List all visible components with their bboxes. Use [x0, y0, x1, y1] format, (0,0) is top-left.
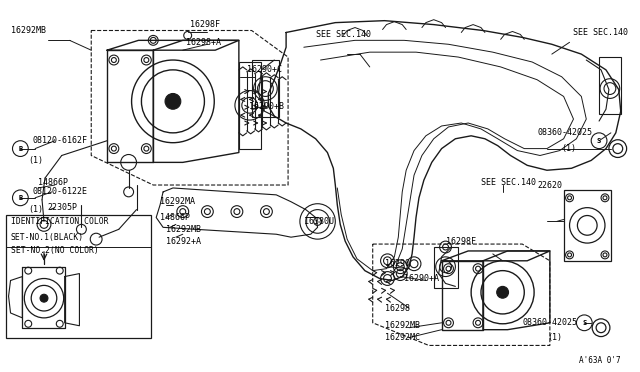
Text: 08120-6162F: 08120-6162F: [32, 136, 87, 145]
Text: 16292MB: 16292MB: [385, 321, 420, 330]
Text: SEE SEC.140: SEE SEC.140: [316, 30, 371, 39]
Text: (1): (1): [547, 333, 562, 342]
Circle shape: [165, 93, 180, 109]
Text: 16292MA: 16292MA: [160, 197, 195, 206]
Bar: [6, 215, 151, 337]
Circle shape: [40, 294, 48, 302]
Text: SET-NO.1(BLACK): SET-NO.1(BLACK): [10, 232, 84, 242]
Text: (1): (1): [28, 156, 44, 165]
Text: 14866P: 14866P: [38, 177, 68, 187]
Bar: [434, 247, 458, 288]
Text: 16298F: 16298F: [189, 20, 220, 29]
Text: 22305P: 22305P: [48, 203, 78, 212]
Text: B: B: [19, 195, 22, 201]
Text: 16380U: 16380U: [304, 217, 334, 226]
Text: 22620: 22620: [537, 180, 562, 189]
Bar: [564, 190, 611, 261]
Text: 16298F: 16298F: [445, 237, 476, 246]
Text: (1): (1): [28, 205, 44, 214]
Text: SEE SEC.140: SEE SEC.140: [481, 177, 536, 187]
Text: B: B: [19, 145, 22, 152]
Bar: [239, 62, 260, 148]
Text: 08360-42025: 08360-42025: [522, 318, 577, 327]
Text: 16292+A: 16292+A: [166, 237, 201, 246]
Text: 16290+B: 16290+B: [249, 102, 284, 111]
Text: 08120-6122E: 08120-6122E: [32, 187, 87, 196]
Text: S: S: [597, 138, 601, 144]
Text: 16290+A: 16290+A: [404, 274, 439, 283]
Text: 08360-42025: 08360-42025: [537, 128, 592, 137]
Text: 16290+C: 16290+C: [247, 65, 282, 74]
Text: SET-NO.2(NO COLOR): SET-NO.2(NO COLOR): [10, 247, 99, 256]
Text: 14866P: 14866P: [160, 213, 190, 222]
Bar: [252, 60, 279, 117]
Text: IDENTIFICATION COLOR: IDENTIFICATION COLOR: [10, 217, 108, 226]
Text: 16292MC: 16292MC: [385, 333, 420, 342]
Text: 16298+A: 16298+A: [186, 38, 221, 47]
Text: 16290: 16290: [385, 259, 410, 268]
Bar: [599, 57, 621, 114]
Text: 16298: 16298: [385, 304, 410, 312]
Text: 16292MB: 16292MB: [10, 26, 45, 35]
Text: SEE SEC.140: SEE SEC.140: [573, 28, 628, 37]
Text: A'63A 0'7: A'63A 0'7: [579, 356, 621, 365]
Text: S: S: [582, 320, 586, 326]
Circle shape: [497, 286, 509, 298]
Text: 16292MB: 16292MB: [166, 225, 201, 234]
Text: (1): (1): [562, 144, 577, 153]
